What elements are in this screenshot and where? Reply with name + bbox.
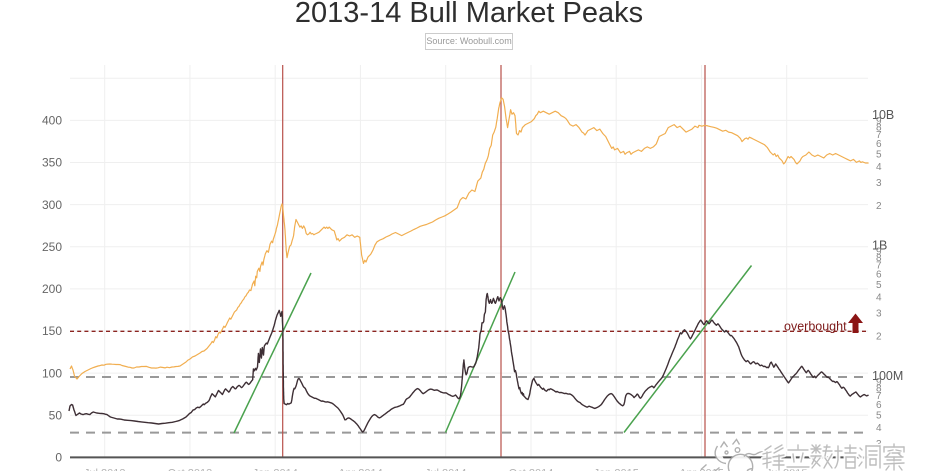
svg-text:400: 400 xyxy=(42,114,62,128)
svg-text:5: 5 xyxy=(876,149,882,160)
svg-text:8: 8 xyxy=(876,253,882,264)
svg-text:9: 9 xyxy=(876,377,882,388)
svg-text:9: 9 xyxy=(876,247,882,258)
svg-text:250: 250 xyxy=(42,240,62,254)
svg-text:4: 4 xyxy=(876,162,882,173)
svg-text:Jan 2014: Jan 2014 xyxy=(253,468,298,471)
svg-text:Oct 2013: Oct 2013 xyxy=(168,468,213,471)
svg-text:overbought: overbought xyxy=(784,320,847,334)
svg-text:0: 0 xyxy=(55,451,62,465)
svg-text:8: 8 xyxy=(876,384,882,395)
svg-text:Jul 2014: Jul 2014 xyxy=(425,468,467,471)
svg-text:Jan 2015: Jan 2015 xyxy=(594,468,639,471)
svg-text:Apr 2014: Apr 2014 xyxy=(338,468,383,471)
svg-text:4: 4 xyxy=(876,423,882,434)
svg-text:150: 150 xyxy=(42,324,62,338)
svg-text:6: 6 xyxy=(876,139,882,150)
svg-text:8: 8 xyxy=(876,123,882,134)
svg-text:7: 7 xyxy=(876,130,882,141)
svg-text:10B: 10B xyxy=(872,108,894,122)
svg-text:4: 4 xyxy=(876,292,882,303)
svg-text:6: 6 xyxy=(876,270,882,281)
svg-text:2: 2 xyxy=(876,201,882,212)
svg-text:350: 350 xyxy=(42,156,62,170)
svg-text:50: 50 xyxy=(49,409,63,423)
svg-text:200: 200 xyxy=(42,282,62,296)
svg-text:3: 3 xyxy=(876,309,882,320)
svg-text:9: 9 xyxy=(876,116,882,127)
svg-text:Jul 2013: Jul 2013 xyxy=(84,468,126,471)
svg-text:6: 6 xyxy=(876,400,882,411)
svg-text:100: 100 xyxy=(42,366,62,380)
svg-text:Oct 2014: Oct 2014 xyxy=(509,468,554,471)
svg-text:300: 300 xyxy=(42,198,62,212)
svg-text:3: 3 xyxy=(876,178,882,189)
svg-text:5: 5 xyxy=(876,280,882,291)
svg-text:5: 5 xyxy=(876,410,882,421)
svg-text:2: 2 xyxy=(876,332,882,343)
svg-text:7: 7 xyxy=(876,261,882,272)
svg-text:7: 7 xyxy=(876,391,882,402)
svg-text:100M: 100M xyxy=(872,369,903,383)
svg-text:1B: 1B xyxy=(872,239,887,253)
